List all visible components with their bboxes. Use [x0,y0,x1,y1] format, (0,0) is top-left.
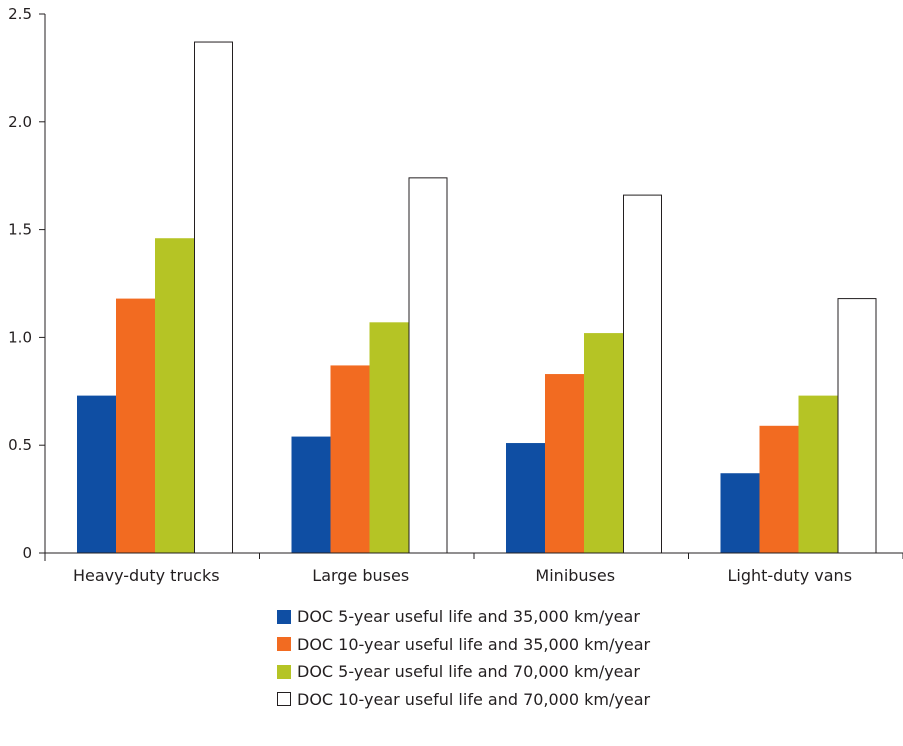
bar-chart: 0 0.5 1.0 1.5 2.0 2.5 Heavy-duty trucks Large … [8,5,903,585]
legend-swatch [277,692,291,707]
x-category-label: Light-duty vans [727,566,852,585]
y-tick-label: 1.0 [8,328,32,346]
bar-heavy-duty-trucks-series-1 [77,395,116,553]
legend-label: DOC 5-year useful life and 70,000 km/yea… [297,662,640,682]
legend-item: DOC 5-year useful life and 70,000 km/yea… [277,658,650,686]
x-category-label: Minibuses [535,566,615,585]
x-category-label: Large buses [312,566,409,585]
bar-large-buses-series-4 [408,177,448,554]
y-ticks-group: 0 0.5 1.0 1.5 2.0 2.5 [8,5,45,562]
y-tick-label: 0 [22,544,32,562]
legend-item: DOC 10-year useful life and 70,000 km/ye… [277,686,650,714]
legend-swatch [277,609,291,624]
bar-light-duty-vans-series-1 [720,473,760,553]
legend-swatch [277,664,291,679]
bars-group [77,41,877,554]
bar-large-buses-series-2 [330,365,370,553]
x-category-label: Heavy-duty trucks [73,566,220,585]
bar-minibuses-series-4 [623,194,662,554]
bar-light-duty-vans-series-2 [759,425,799,553]
legend-item: DOC 5-year useful life and 35,000 km/yea… [277,603,650,631]
bar-heavy-duty-trucks-series-3 [155,238,194,553]
bar-heavy-duty-trucks-series-2 [116,298,155,553]
legend-swatch [277,637,291,652]
bar-large-buses-series-3 [369,322,409,553]
y-tick-label: 0.5 [8,436,32,454]
y-tick-label: 2.5 [8,5,32,23]
bar-heavy-duty-trucks-series-4 [194,41,233,554]
bar-minibuses-series-2 [545,374,584,553]
bar-minibuses-series-3 [584,333,623,553]
x-ticks-group: Heavy-duty trucks Large buses Minibuses Lig… [73,553,903,585]
bar-large-buses-series-1 [291,436,331,553]
y-tick-label: 2.0 [8,113,32,131]
legend-label: DOC 5-year useful life and 35,000 km/yea… [297,607,640,627]
legend-item: DOC 10-year useful life and 35,000 km/ye… [277,631,650,659]
bar-minibuses-series-1 [506,443,545,553]
bar-light-duty-vans-series-3 [798,395,838,553]
legend: DOC 5-year useful life and 35,000 km/yea… [277,603,650,713]
bar-light-duty-vans-series-4 [837,298,877,554]
legend-label: DOC 10-year useful life and 70,000 km/ye… [297,689,651,709]
y-tick-label: 1.5 [8,221,32,239]
legend-label: DOC 10-year useful life and 35,000 km/ye… [297,634,651,654]
